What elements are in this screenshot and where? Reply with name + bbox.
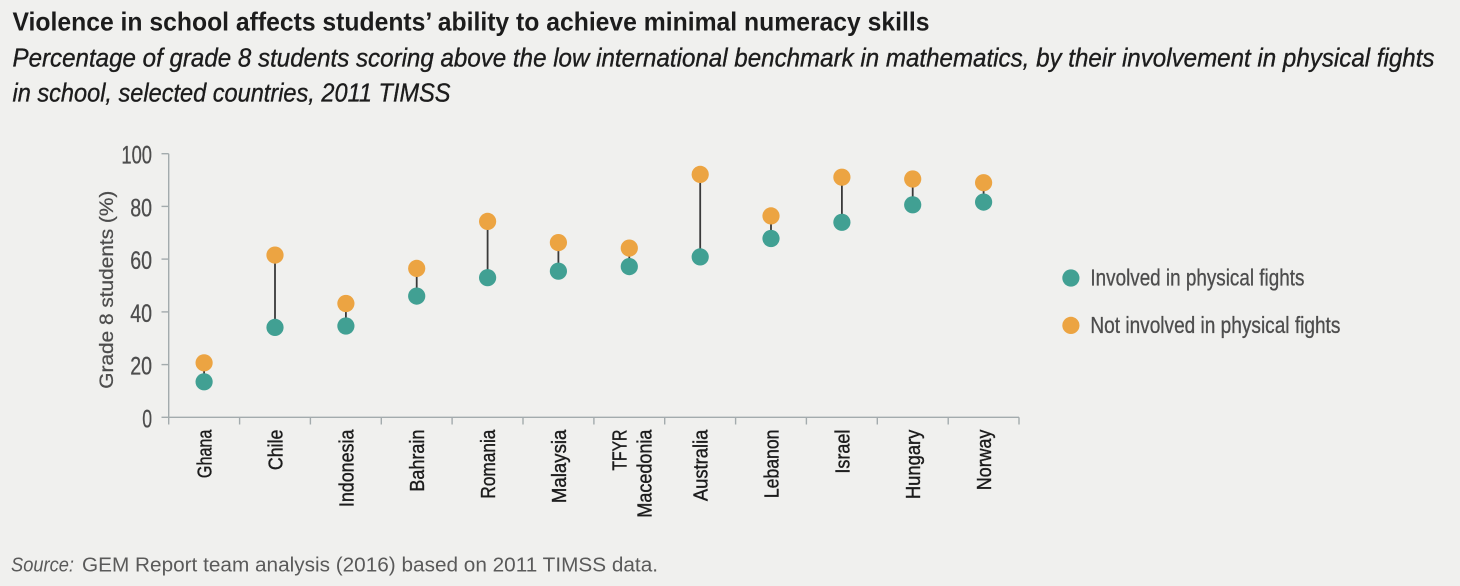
svg-text:Lebanon: Lebanon (762, 430, 784, 499)
svg-text:Involved in physical fights: Involved in physical fights (1090, 265, 1304, 291)
svg-text:Israel: Israel (832, 430, 854, 474)
svg-text:Hungary: Hungary (903, 430, 925, 500)
svg-text:20: 20 (130, 353, 152, 381)
svg-text:Australia: Australia (691, 429, 713, 501)
svg-text:80: 80 (130, 194, 152, 222)
svg-text:Percentage of grade 8 students: Percentage of grade 8 students scoring a… (13, 42, 1435, 72)
svg-text:100: 100 (121, 142, 152, 170)
svg-text:Ghana: Ghana (195, 429, 217, 478)
svg-text:40: 40 (130, 300, 152, 328)
svg-text:Norway: Norway (974, 430, 996, 491)
svg-text:Grade 8 students (%): Grade 8 students (%) (97, 191, 118, 389)
svg-text:Malaysia: Malaysia (549, 429, 571, 503)
svg-text:Macedonia: Macedonia (635, 429, 657, 518)
svg-text:60: 60 (130, 247, 152, 275)
svg-text:Indonesia: Indonesia (336, 429, 358, 507)
svg-text:Romania: Romania (478, 429, 500, 499)
svg-text:Not involved in physical fight: Not involved in physical fights (1090, 312, 1340, 338)
svg-text:in school, selected countries,: in school, selected countries, 2011 TIMS… (13, 78, 452, 108)
svg-text:TFYR: TFYR (609, 430, 631, 471)
svg-text:Bahrain: Bahrain (407, 430, 429, 492)
svg-text:Violence in school affects stu: Violence in school affects students’ abi… (13, 6, 930, 36)
svg-text:Chile: Chile (266, 430, 288, 471)
svg-text:Source:: Source: (11, 554, 74, 576)
svg-text:GEM Report team analysis (2016: GEM Report team analysis (2016) based on… (82, 554, 658, 576)
svg-text:0: 0 (142, 405, 152, 433)
